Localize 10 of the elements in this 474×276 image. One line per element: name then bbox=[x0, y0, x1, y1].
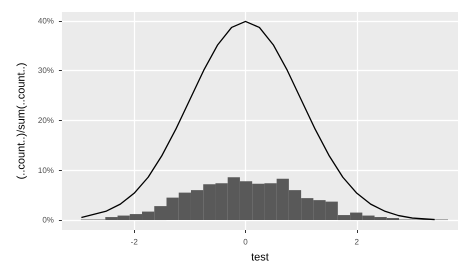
y-axis-title: (..count..)/sum(..count..) bbox=[16, 62, 28, 180]
y-tick-label: 20% bbox=[38, 116, 54, 125]
y-tick-label: 30% bbox=[38, 66, 54, 76]
x-axis-title: test bbox=[251, 252, 269, 264]
y-tick-label: 40% bbox=[38, 16, 54, 26]
x-tick-label: 2 bbox=[354, 238, 360, 246]
x-tick-label: -2 bbox=[130, 238, 138, 246]
y-tick-label: 0% bbox=[42, 216, 54, 225]
y-tick-label: 10% bbox=[38, 166, 54, 175]
x-tick-label: 0 bbox=[243, 238, 248, 246]
